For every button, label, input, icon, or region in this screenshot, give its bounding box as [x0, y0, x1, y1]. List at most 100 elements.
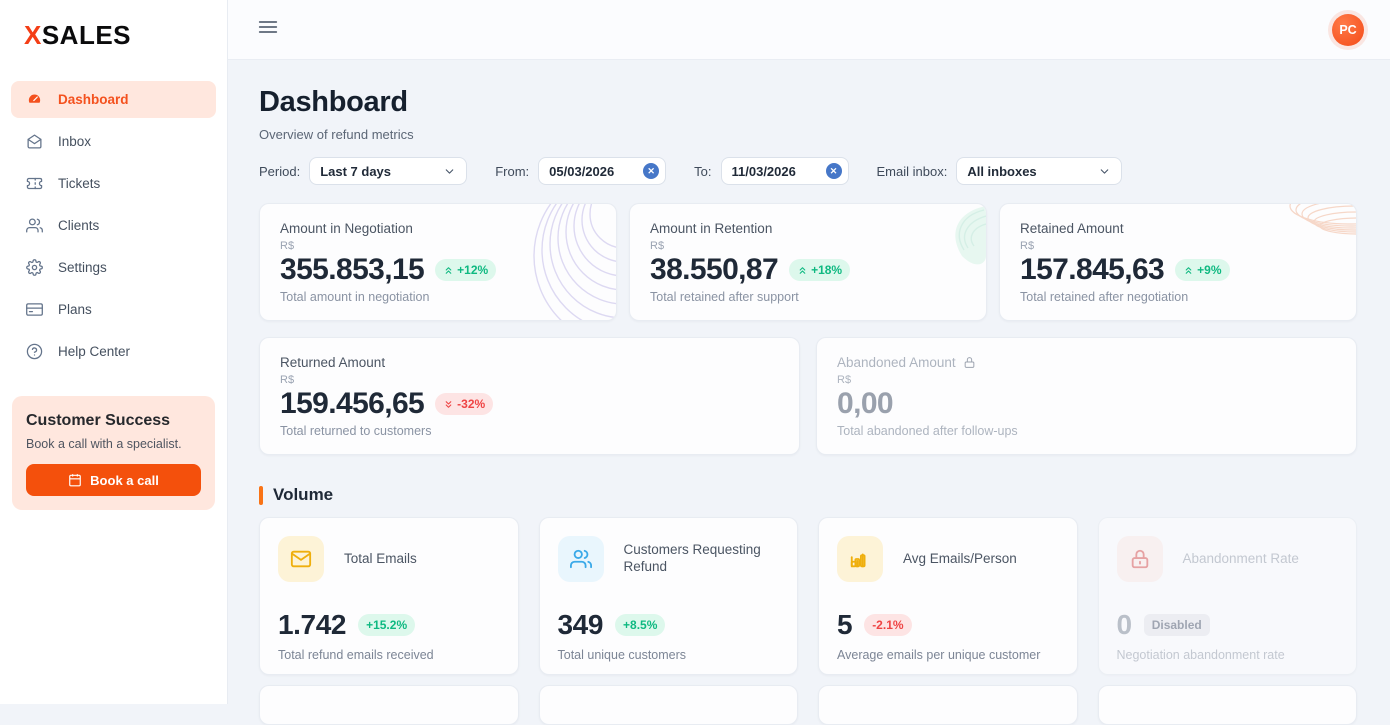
- customer-success-title: Customer Success: [26, 412, 171, 429]
- menu-toggle-button[interactable]: [258, 18, 278, 41]
- volume-section-header: Volume: [259, 485, 1357, 505]
- book-a-call-label: Book a call: [90, 472, 159, 488]
- mail-icon: [290, 550, 312, 568]
- help-circle-icon: [26, 343, 43, 360]
- metric-delta-badge: +12%: [435, 259, 497, 281]
- metric-card-amount-in-negotiation: Amount in Negotiation R$ 355.853,15 +12%…: [259, 203, 617, 321]
- volume-cards-row: Total Emails 1.742 +15.2% Total refund e…: [259, 517, 1357, 675]
- sidebar-item-help-center[interactable]: Help Center: [11, 333, 216, 370]
- user-avatar[interactable]: PC: [1332, 13, 1364, 46]
- metric-title: Returned Amount: [280, 355, 386, 370]
- brand-logo: XSALES: [0, 0, 227, 51]
- period-value: Last 7 days: [320, 163, 392, 179]
- brand-logo-rest: SALES: [41, 20, 132, 50]
- from-date-field[interactable]: ✕: [538, 157, 667, 185]
- to-date-input[interactable]: [731, 163, 816, 179]
- metric-value: 0,00: [837, 387, 894, 420]
- sidebar-item-label: Settings: [58, 260, 107, 275]
- partial-card: [818, 685, 1078, 725]
- chevron-down-icon: [445, 168, 454, 174]
- to-date-field[interactable]: ✕: [720, 157, 849, 185]
- filter-bar: Period: Last 7 days From: ✕ To: ✕ Email …: [259, 157, 1357, 185]
- metric-currency: R$: [280, 240, 295, 252]
- sidebar-item-inbox[interactable]: Inbox: [11, 123, 216, 160]
- volume-card-label: Avg Emails/Person: [903, 550, 1017, 566]
- metric-card-retained-amount: Retained Amount R$ 157.845,63 +9% Total …: [999, 203, 1357, 321]
- sidebar-item-label: Clients: [58, 218, 100, 233]
- volume-card-label: Abandonment Rate: [1182, 550, 1299, 566]
- ticket-icon: [26, 177, 43, 190]
- icon-tile: [837, 536, 883, 582]
- page-title: Dashboard: [259, 86, 408, 118]
- lock-icon: [1131, 549, 1148, 569]
- sidebar-item-settings[interactable]: Settings: [11, 249, 216, 286]
- inbox-icon: [27, 134, 42, 149]
- volume-card-value: 1.742: [278, 609, 347, 640]
- metrics-row-2: Returned Amount R$ 159.456,65 -32% Total…: [259, 337, 1357, 455]
- book-a-call-button[interactable]: Book a call: [26, 464, 201, 496]
- email-inbox-select[interactable]: All inboxes: [956, 157, 1123, 185]
- metric-value: 355.853,15: [280, 253, 425, 286]
- sidebar-item-dashboard[interactable]: Dashboard: [11, 81, 216, 118]
- email-inbox-label: Email inbox:: [876, 163, 948, 179]
- metric-title: Amount in Retention: [650, 221, 773, 236]
- volume-section-title: Volume: [273, 485, 334, 504]
- metric-caption: Total amount in negotiation: [280, 290, 430, 304]
- volume-card-abandonment-rate: Abandonment Rate 0 Disabled Negotiation …: [1097, 517, 1357, 675]
- email-inbox-value: All inboxes: [967, 163, 1037, 179]
- brand-logo-x: X: [24, 20, 42, 50]
- metric-delta-badge: +9%: [1175, 259, 1230, 281]
- metric-value: 38.550,87: [650, 253, 779, 286]
- gear-icon: [26, 259, 43, 276]
- top-bar: PC: [228, 0, 1390, 60]
- section-accent-bar: [259, 485, 263, 505]
- period-select[interactable]: Last 7 days: [309, 157, 468, 185]
- sidebar-item-label: Help Center: [58, 344, 131, 359]
- volume-card-label: Customers Requesting Refund: [623, 542, 761, 574]
- chevrons-up-icon: [445, 266, 452, 274]
- users-icon: [569, 549, 592, 569]
- volume-card-value: 5: [837, 609, 853, 640]
- icon-tile: [557, 536, 604, 582]
- partial-card: [259, 685, 519, 725]
- metric-currency: R$: [280, 374, 295, 386]
- from-label: From:: [495, 163, 530, 179]
- clear-to-date-icon[interactable]: ✕: [825, 163, 842, 179]
- metric-delta-badge: +18%: [789, 259, 851, 281]
- volume-card-caption: Total unique customers: [557, 648, 687, 662]
- volume-card-label: Total Emails: [344, 550, 417, 566]
- next-cards-row-partial: [259, 685, 1357, 725]
- users-icon: [26, 218, 43, 233]
- chevron-down-icon: [1101, 168, 1109, 174]
- page-subtitle: Overview of refund metrics: [259, 127, 414, 142]
- clear-from-date-icon[interactable]: ✕: [643, 163, 660, 179]
- partial-card: [538, 685, 798, 725]
- volume-card-customers-requesting-refund: Customers Requesting Refund 349 +8.5% To…: [538, 517, 798, 675]
- volume-card-value: 0: [1116, 609, 1133, 640]
- sidebar-item-tickets[interactable]: Tickets: [11, 165, 216, 202]
- lock-icon: [964, 357, 974, 368]
- volume-card-value: 349: [557, 609, 604, 640]
- sidebar-item-label: Tickets: [58, 176, 101, 191]
- icon-tile: [1116, 536, 1163, 582]
- customer-success-subtitle: Book a call with a specialist.: [26, 437, 182, 451]
- metric-card-returned-amount: Returned Amount R$ 159.456,65 -32% Total…: [259, 337, 800, 455]
- volume-delta-badge: +8.5%: [615, 614, 666, 636]
- sidebar-item-clients[interactable]: Clients: [11, 207, 216, 244]
- metrics-row-1: Amount in Negotiation R$ 355.853,15 +12%…: [259, 203, 1357, 321]
- sidebar-nav: Dashboard Inbox Tickets Clients Settings…: [0, 81, 227, 370]
- volume-card-caption: Negotiation abandonment rate: [1116, 648, 1285, 662]
- chevrons-up-icon: [1185, 266, 1192, 274]
- metric-title: Retained Amount: [1020, 221, 1124, 236]
- metric-value: 157.845,63: [1020, 253, 1165, 286]
- partial-card: [1097, 685, 1357, 725]
- chevrons-down-icon: [445, 400, 452, 408]
- from-date-input[interactable]: [549, 163, 634, 179]
- sidebar: XSALES Dashboard Inbox Tickets Clients S…: [0, 0, 228, 704]
- sidebar-item-label: Inbox: [58, 134, 92, 149]
- sidebar-item-plans[interactable]: Plans: [11, 291, 216, 328]
- gauge-icon: [28, 94, 41, 103]
- volume-card-caption: Total refund emails received: [278, 648, 434, 662]
- metric-currency: R$: [837, 374, 852, 386]
- calendar-icon: [69, 474, 82, 487]
